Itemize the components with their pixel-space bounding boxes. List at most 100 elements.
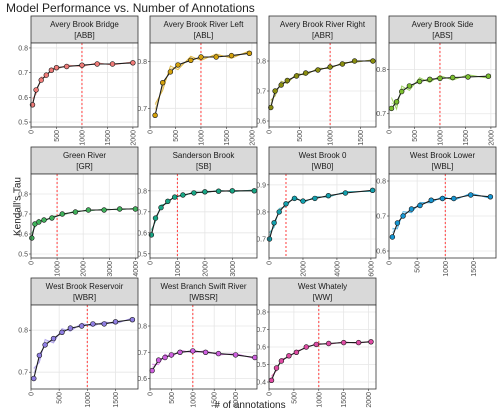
x-tick-label: 0 (29, 130, 36, 134)
x-tick-label: 1000 (198, 130, 205, 146)
data-point (427, 76, 433, 83)
x-tick-label: 500 (415, 261, 422, 273)
data-point (109, 61, 116, 67)
x-tick-label: 500 (173, 130, 180, 142)
data-point (116, 206, 123, 212)
x-tick-label: 500 (54, 130, 61, 142)
data-point (286, 353, 292, 359)
mean-line (151, 350, 255, 371)
facet-panel: Avery Brook River Left [ABL] 0.7 0.8 0 500 100… (137, 15, 258, 146)
data-point (342, 190, 349, 196)
y-tick-label: 0.7 (256, 89, 266, 96)
facet-title: Avery Brook Side (412, 20, 474, 29)
data-point (303, 70, 309, 76)
facet-strip (268, 277, 377, 306)
data-point (252, 354, 258, 361)
x-tick-label: 0 (267, 392, 274, 396)
x-tick-label: 1500 (212, 392, 219, 408)
y-tick-label: 0.8 (137, 188, 147, 195)
y-tick-label: 0.7 (18, 70, 28, 77)
facet-panel: Avery Brook Side [ABS] 0.7 0.8 0 500 1000 1500 2… (376, 15, 497, 146)
data-point (160, 79, 166, 86)
x-tick-label: 2000 (81, 261, 88, 277)
data-point (177, 349, 183, 355)
data-point (368, 339, 374, 345)
y-tick-label: 0.5 (18, 252, 28, 259)
x-tick-label: 2000 (130, 130, 137, 146)
data-point (339, 61, 346, 67)
data-point (48, 67, 55, 73)
x-tick-label: 3000 (230, 261, 237, 277)
facet-code: [ABR] (312, 31, 333, 40)
facet-strip (30, 277, 139, 306)
data-point (300, 198, 306, 204)
plot-area (31, 174, 138, 258)
x-tick-label: 0 (387, 130, 394, 134)
data-point (167, 69, 174, 75)
x-tick-label: 1000 (316, 392, 323, 408)
x-tick-label: 1500 (471, 261, 478, 277)
data-point (293, 73, 300, 79)
y-tick-label: 0.8 (137, 59, 147, 66)
facet-title: Avery Brook River Right (280, 20, 366, 29)
facet-title: Avery Brook River Left (164, 20, 245, 29)
plot-border (149, 304, 258, 390)
data-point (341, 339, 347, 346)
data-point (246, 50, 253, 56)
y-tick-label: 0.8 (256, 59, 266, 66)
data-point (278, 82, 284, 88)
data-point (326, 340, 332, 347)
data-point (202, 189, 208, 195)
y-tick-label: 0.8 (256, 310, 266, 317)
x-tick-label: 1500 (341, 392, 348, 408)
y-tick-label: 0.8 (137, 324, 147, 331)
facet-title: West Whately (298, 282, 347, 291)
facet-title: West Branch Swift River (160, 282, 246, 291)
x-tick-label: 2000 (202, 261, 209, 277)
x-tick-label: 4000 (334, 261, 341, 277)
data-point (315, 67, 321, 73)
data-point (232, 352, 239, 358)
data-point (38, 77, 44, 83)
facet-title: Green River (63, 151, 106, 160)
data-point (416, 78, 423, 85)
y-tick-label: 0.4 (256, 380, 266, 387)
facet-title: Sanderson Brook (173, 151, 236, 160)
chart-title: Model Performance vs. Number of Annotati… (6, 1, 255, 15)
data-point (487, 194, 494, 200)
data-point (155, 357, 162, 363)
data-point (355, 339, 362, 346)
facet-panel: West Branch Swift River [WBSR] 0.6 0.7 0.8 0 5… (137, 277, 258, 408)
facet-title: West Brook 0 (299, 151, 347, 160)
x-axis-label: # of annotations (214, 400, 286, 411)
mean-line (391, 75, 489, 109)
data-point (313, 341, 319, 348)
data-point (152, 112, 158, 119)
data-point (59, 211, 65, 217)
plot-area (269, 174, 376, 258)
facet-title: West Brook Lower (410, 151, 476, 160)
data-point (172, 194, 178, 200)
data-point (59, 329, 65, 335)
y-tick-label: 0.7 (137, 106, 147, 113)
data-point (67, 325, 74, 331)
data-point (303, 344, 309, 350)
plot-border (30, 42, 139, 128)
data-point (79, 62, 85, 68)
y-tick-label: 0.6 (137, 230, 147, 237)
y-tick-label: 0.7 (137, 350, 147, 357)
facet-code: [WW] (313, 293, 333, 302)
y-tick-label: 0.6 (256, 345, 266, 352)
facet-code: [WBSR] (189, 293, 217, 302)
data-point (268, 377, 275, 383)
data-point (283, 201, 289, 207)
x-tick-label: 0 (148, 392, 155, 396)
x-tick-label: 1500 (224, 130, 231, 146)
data-point (101, 321, 107, 327)
x-tick-label: 3000 (107, 261, 114, 277)
data-point (202, 349, 209, 355)
data-point (29, 235, 35, 241)
data-point (266, 236, 273, 242)
data-point (351, 58, 358, 64)
